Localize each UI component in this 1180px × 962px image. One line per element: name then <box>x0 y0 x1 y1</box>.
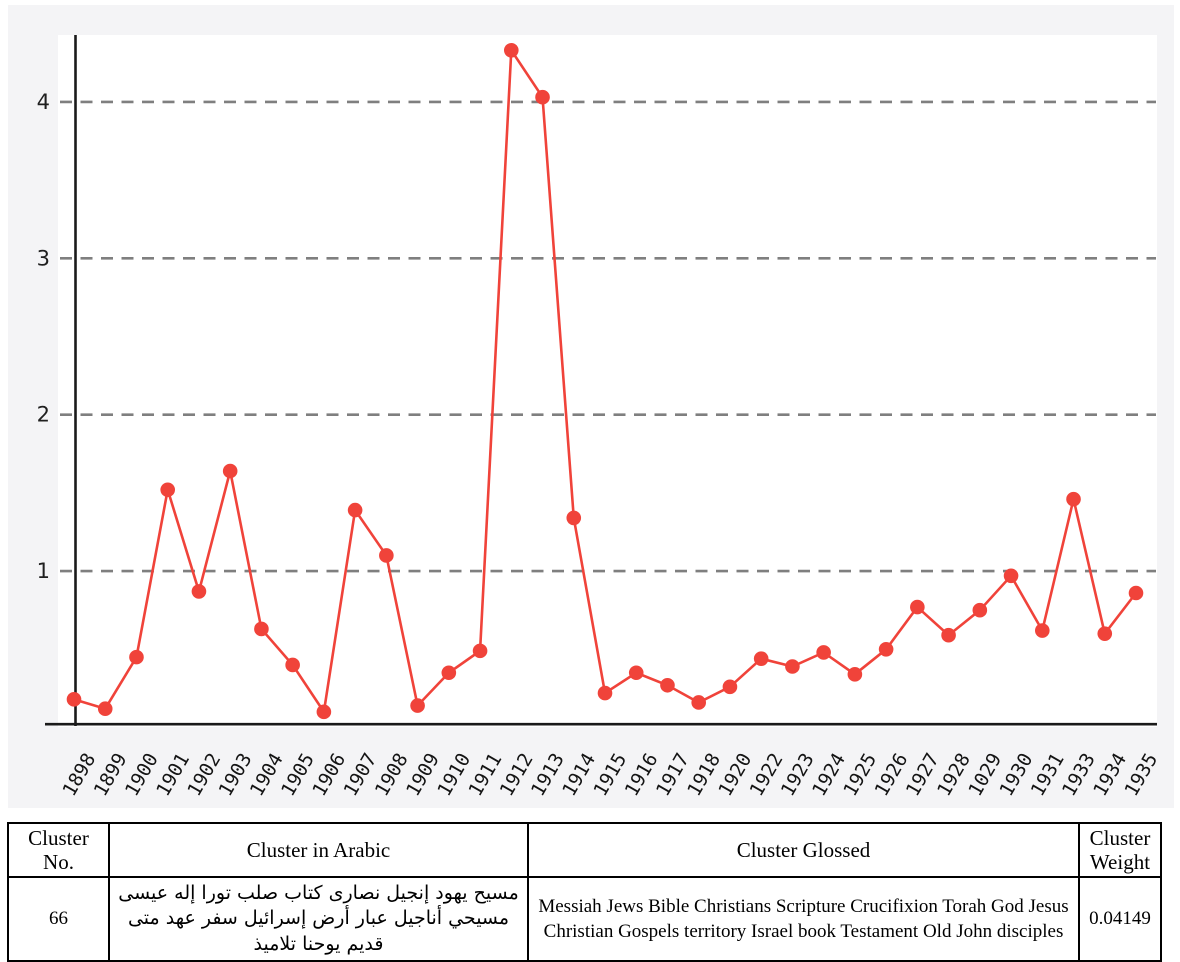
cluster-info-table: Cluster No. Cluster in Arabic Cluster Gl… <box>7 821 1162 962</box>
y-tick-label-2: 2 <box>37 403 50 427</box>
data-point-1915 <box>597 685 613 701</box>
table-row: 66 مسيح يهود إنجيل نصارى كتاب صلب تورا إ… <box>7 876 1162 962</box>
cell-cluster-arabic: مسيح يهود إنجيل نصارى كتاب صلب تورا إله … <box>108 876 529 962</box>
y-tick-label-4: 4 <box>37 90 50 114</box>
data-point-1924 <box>816 645 831 660</box>
data-series <box>66 42 1144 720</box>
cell-cluster-glossed: Messiah Jews Bible Christians Scripture … <box>527 876 1080 962</box>
cell-cluster-no: 66 <box>7 876 110 962</box>
data-point-1934 <box>1097 626 1113 641</box>
header-cluster-weight: Cluster Weight <box>1078 821 1162 879</box>
data-point-1906 <box>316 704 332 720</box>
header-cluster-arabic: Cluster in Arabic <box>108 821 529 879</box>
data-point-1918 <box>691 695 707 710</box>
data-point-1914 <box>566 510 582 526</box>
cell-cluster-weight: 0.04149 <box>1078 876 1162 962</box>
data-point-1931 <box>1034 623 1050 638</box>
data-point-1902 <box>191 584 207 599</box>
data-point-1899 <box>97 701 113 717</box>
data-point-1898 <box>66 692 82 707</box>
data-point-1916 <box>628 665 644 681</box>
data-point-1910 <box>441 665 457 681</box>
data-point-1930 <box>1003 568 1019 584</box>
y-axis-tick-labels: 1 2 3 4 <box>37 90 50 583</box>
y-tick-label-1: 1 <box>37 559 50 583</box>
data-point-1904 <box>254 621 269 637</box>
data-point-1901 <box>160 482 176 498</box>
header-cluster-no: Cluster No. <box>7 821 110 879</box>
data-point-1900 <box>129 649 144 665</box>
y-tick-label-3: 3 <box>37 246 50 270</box>
data-point-1926 <box>878 642 894 657</box>
header-cluster-glossed: Cluster Glossed <box>527 821 1080 879</box>
data-point-1905 <box>285 657 300 673</box>
data-point-1925 <box>847 667 863 682</box>
data-point-1927 <box>910 599 925 615</box>
data-point-1923 <box>785 659 800 674</box>
data-point-1912 <box>503 42 519 58</box>
table-header-row: Cluster No. Cluster in Arabic Cluster Gl… <box>7 821 1162 879</box>
data-point-1907 <box>347 502 363 518</box>
data-point-1933 <box>1066 491 1081 507</box>
gridlines <box>60 100 1156 573</box>
data-point-1913 <box>535 89 550 105</box>
plot-area <box>58 35 1157 727</box>
data-point-1922 <box>753 651 769 666</box>
data-point-1908 <box>379 548 394 563</box>
data-point-1917 <box>660 677 675 693</box>
data-point-1903 <box>222 463 238 479</box>
data-point-1928 <box>941 627 956 643</box>
data-point-1920 <box>722 679 738 695</box>
data-point-1935 <box>1128 585 1144 601</box>
data-point-1029 <box>972 602 988 618</box>
data-point-1911 <box>472 643 488 659</box>
data-point-1909 <box>410 698 425 713</box>
